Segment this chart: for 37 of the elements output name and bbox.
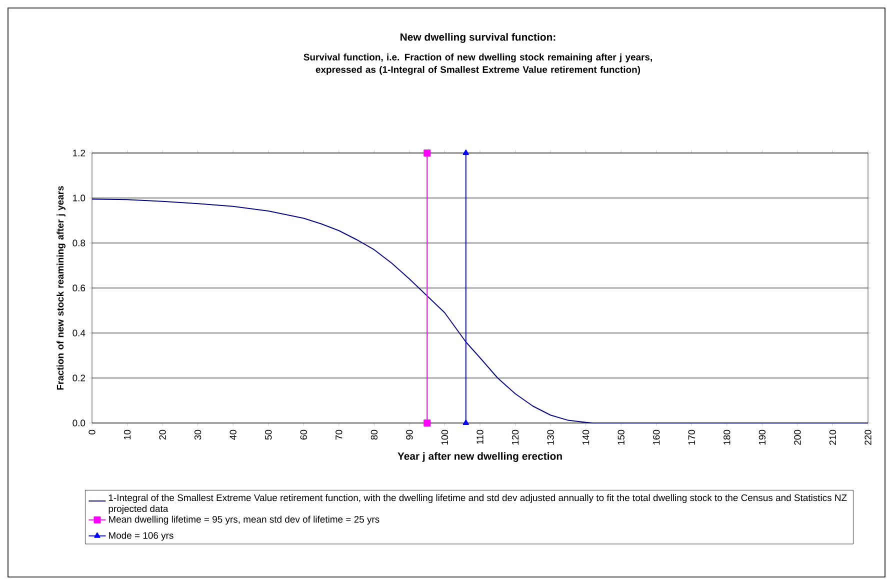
x-tick-label: 180 xyxy=(724,430,730,445)
x-tick-label: 10 xyxy=(124,430,131,440)
x-tick-label: 80 xyxy=(370,430,378,440)
x-tick-label: 90 xyxy=(406,430,413,440)
x-tick-label: 100 xyxy=(441,430,448,445)
y-tick-label: 0.4 xyxy=(72,330,86,336)
y-tick-label: 1.0 xyxy=(73,194,86,202)
legend-label: 1-Integral of the Smallest Extreme Value retirement function, with the dwelling lifetime and std dev adjusted annually to fit the total dwelling stock to the Census and Statistics NZ projected data xyxy=(108,494,847,514)
x-tick-label: 50 xyxy=(265,430,272,440)
y-axis-title: Fraction of new stock reamining after j years xyxy=(56,186,66,390)
y-tick-label: 1.2 xyxy=(73,150,86,156)
x-tick-label: 20 xyxy=(159,430,166,440)
x-tick-label: 220 xyxy=(864,430,872,445)
y-tick-label: 0.0 xyxy=(72,420,86,426)
x-tick-label: 30 xyxy=(194,430,202,440)
legend-label: Mode = 106 yrs xyxy=(108,532,174,541)
x-tick-label: 170 xyxy=(688,430,695,445)
x-tick-label: 60 xyxy=(300,430,307,440)
x-tick-label: 190 xyxy=(758,430,766,445)
y-tick-label: 0.6 xyxy=(72,284,86,292)
chart-subtitle: Survival function, i.e. Fraction of new dwelling stock remaining after j years, expressed as (1-Integral of Smallest Extreme Value retirement function) xyxy=(304,54,652,75)
x-tick-label: 120 xyxy=(512,430,519,445)
x-tick-label: 40 xyxy=(230,430,236,440)
x-tick-label: 160 xyxy=(653,430,660,445)
x-axis-title: Year j after new dwelling erection xyxy=(398,452,562,462)
y-tick-label: 0.2 xyxy=(72,374,86,382)
x-tick-label: 130 xyxy=(547,430,554,445)
y-tick-label: 0.8 xyxy=(72,240,86,246)
x-tick-label: 0 xyxy=(88,430,96,434)
chart-title: New dwelling survival function: xyxy=(400,33,556,43)
x-tick-label: 140 xyxy=(582,430,590,445)
legend-label: Mean dwelling lifetime = 95 yrs, mean std dev of lifetime = 25 yrs xyxy=(108,516,380,525)
x-tick-label: 150 xyxy=(618,430,624,445)
x-tick-label: 70 xyxy=(336,430,342,440)
x-tick-label: 200 xyxy=(794,430,801,445)
x-tick-label: 110 xyxy=(476,430,484,444)
x-tick-label: 210 xyxy=(829,430,836,445)
